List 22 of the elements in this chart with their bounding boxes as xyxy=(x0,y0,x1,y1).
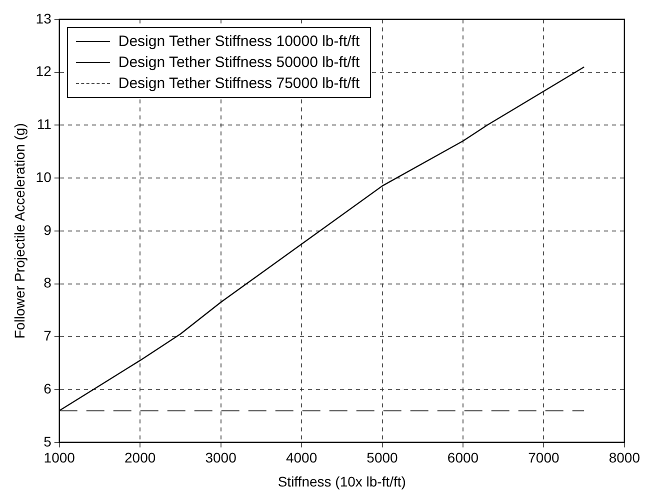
y-axis-title: Follower Projectile Acceleration (g) xyxy=(11,123,28,339)
x-tick-label: 6000 xyxy=(447,450,479,466)
y-tick-label: 10 xyxy=(36,168,52,185)
x-tick-label: 4000 xyxy=(286,450,318,466)
x-axis-title: Stiffness (10x lb-ft/ft) xyxy=(278,473,406,490)
y-tick-label: 13 xyxy=(36,10,52,26)
y-tick-label: 12 xyxy=(36,63,52,80)
x-tick-label: 1000 xyxy=(44,450,76,466)
legend-label: Design Tether Stiffness 75000 lb-ft/ft xyxy=(118,75,360,92)
y-tick-label: 6 xyxy=(44,380,52,396)
legend-label: Design Tether Stiffness 50000 lb-ft/ft xyxy=(118,54,360,72)
y-tick-label: 7 xyxy=(44,328,52,344)
y-tick-label: 9 xyxy=(44,222,52,238)
y-tick-label: 8 xyxy=(44,274,52,291)
x-tick-label: 5000 xyxy=(366,450,398,466)
x-tick-label: 7000 xyxy=(528,450,560,466)
x-tick-label: 8000 xyxy=(608,450,640,466)
x-tick-label: 2000 xyxy=(124,450,156,466)
y-tick-label: 5 xyxy=(44,433,52,450)
y-tick-label: 11 xyxy=(36,116,52,132)
x-tick-label: 3000 xyxy=(205,450,237,466)
legend-label: Design Tether Stiffness 10000 lb-ft/ft xyxy=(118,33,360,50)
